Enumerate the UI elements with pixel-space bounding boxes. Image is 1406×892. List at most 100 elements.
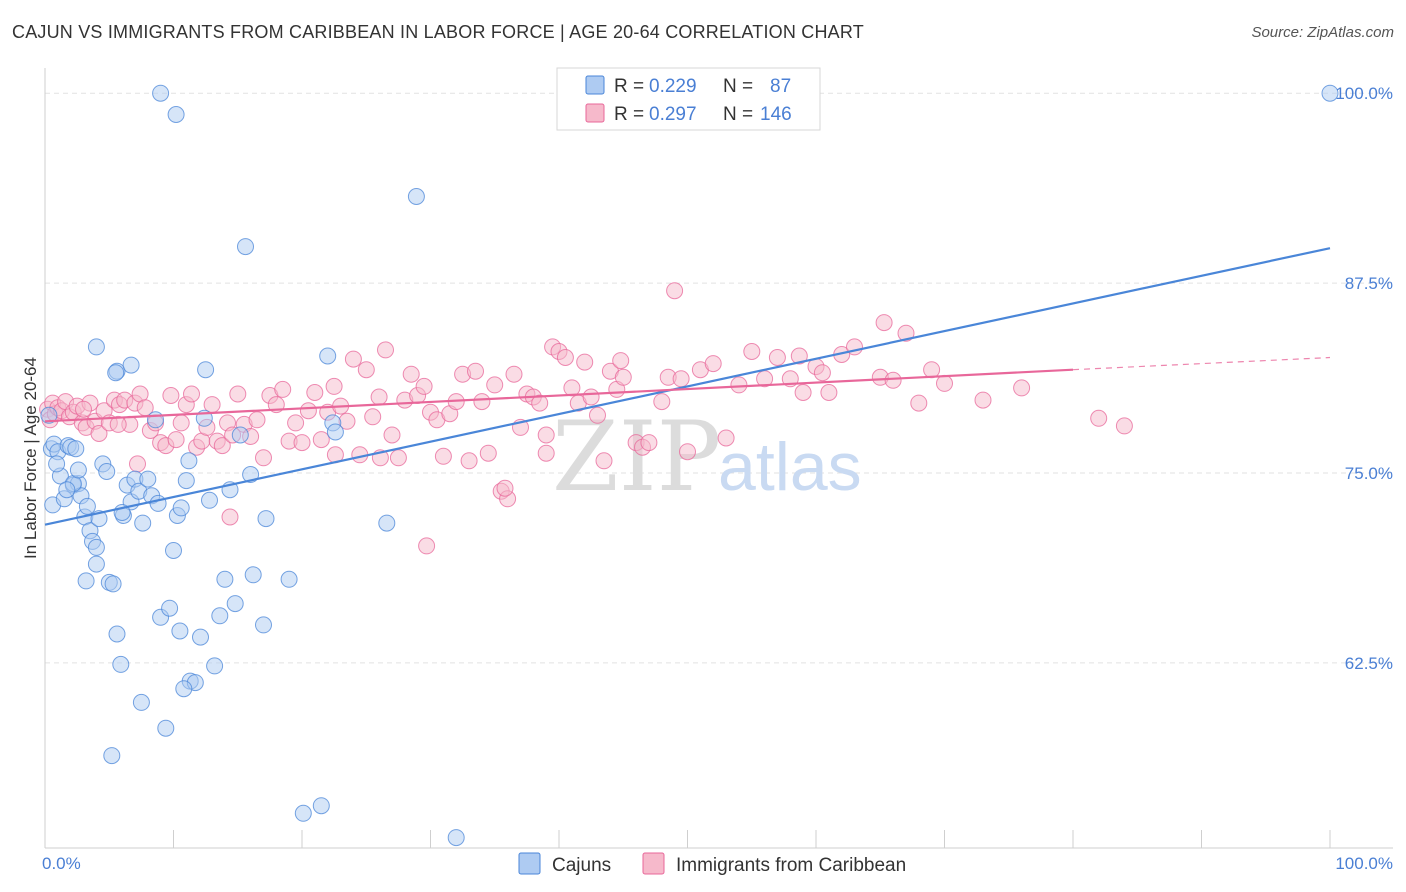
data-point bbox=[129, 455, 146, 473]
data-point bbox=[213, 437, 231, 455]
data-point bbox=[402, 365, 420, 383]
bottom-legend-swatch-caribbean bbox=[642, 852, 665, 875]
data-point bbox=[69, 461, 87, 479]
legend-swatch-cajuns bbox=[585, 75, 605, 95]
data-point bbox=[884, 371, 902, 389]
legend-r-value-2: 0.297 bbox=[649, 104, 697, 125]
data-point bbox=[910, 394, 928, 412]
data-point bbox=[672, 370, 690, 388]
data-point bbox=[505, 365, 523, 383]
legend-box: R = 0.229 N = 87 R = 0.297 N = 146 bbox=[556, 67, 821, 131]
data-point bbox=[87, 338, 105, 356]
trend-line-extension bbox=[1072, 356, 1331, 371]
data-point bbox=[717, 429, 735, 447]
data-point bbox=[537, 444, 555, 462]
data-point bbox=[257, 510, 275, 528]
data-point bbox=[407, 188, 425, 205]
y-tick-label: 62.5% bbox=[1345, 654, 1393, 673]
bottom-legend-label-cajuns: Cajuns bbox=[552, 855, 611, 876]
data-point bbox=[58, 481, 76, 499]
series-cajuns bbox=[40, 84, 1339, 847]
data-point bbox=[152, 84, 170, 102]
data-point bbox=[206, 657, 224, 675]
data-point bbox=[280, 570, 298, 588]
data-point bbox=[1013, 379, 1031, 397]
data-point bbox=[216, 570, 234, 588]
data-point bbox=[974, 391, 992, 409]
data-point bbox=[312, 431, 330, 449]
data-point bbox=[556, 349, 574, 366]
data-point bbox=[75, 400, 92, 418]
data-point bbox=[666, 282, 684, 300]
data-point bbox=[370, 388, 388, 406]
data-point bbox=[325, 377, 343, 395]
data-point bbox=[171, 622, 189, 640]
data-point bbox=[1090, 409, 1108, 427]
data-point bbox=[460, 452, 478, 470]
axes bbox=[44, 68, 1393, 849]
data-point bbox=[167, 106, 185, 123]
data-point bbox=[1321, 84, 1339, 102]
data-point bbox=[177, 472, 195, 490]
data-point bbox=[103, 747, 121, 765]
data-point bbox=[87, 538, 105, 556]
data-point bbox=[479, 444, 497, 462]
data-point bbox=[595, 452, 613, 470]
data-point bbox=[897, 324, 915, 342]
data-point bbox=[306, 384, 324, 401]
data-point bbox=[122, 356, 140, 374]
data-point bbox=[377, 341, 394, 359]
bottom-legend-label-caribbean: Immigrants from Caribbean bbox=[676, 855, 906, 876]
data-point bbox=[108, 625, 126, 643]
data-point bbox=[180, 452, 198, 470]
data-point bbox=[161, 599, 179, 617]
data-point bbox=[768, 349, 786, 366]
data-point bbox=[344, 350, 362, 368]
data-point bbox=[415, 377, 433, 395]
data-point bbox=[197, 361, 215, 379]
data-point bbox=[653, 393, 671, 411]
data-point bbox=[467, 362, 484, 380]
y-tick-label: 75.0% bbox=[1345, 464, 1393, 483]
data-point bbox=[139, 470, 157, 488]
chart-source: Source: ZipAtlas.com bbox=[1251, 24, 1394, 41]
legend-n-label-2: N = bbox=[723, 104, 753, 125]
data-point bbox=[383, 426, 401, 444]
data-point bbox=[77, 572, 95, 590]
data-point bbox=[640, 434, 658, 452]
data-point bbox=[813, 364, 831, 382]
data-point bbox=[364, 408, 382, 426]
data-point bbox=[730, 376, 748, 394]
trend-line-cajuns bbox=[44, 247, 1331, 526]
y-tick-label: 87.5% bbox=[1345, 274, 1393, 293]
data-point bbox=[936, 374, 953, 392]
data-point bbox=[244, 566, 262, 584]
x-tick-labels: 0.0% 100.0% bbox=[42, 854, 1393, 873]
data-point bbox=[162, 387, 180, 404]
data-point bbox=[820, 384, 838, 401]
legend-swatch-caribbean bbox=[585, 103, 605, 123]
y-tick-labels: 62.5% 75.0% 87.5% 100.0% bbox=[1335, 84, 1393, 673]
data-point bbox=[612, 352, 630, 370]
data-point bbox=[107, 364, 125, 382]
trend-line-caribbean bbox=[44, 368, 1074, 423]
data-point bbox=[378, 514, 396, 532]
data-point bbox=[167, 431, 185, 449]
data-point bbox=[237, 238, 254, 256]
data-point bbox=[287, 414, 305, 432]
data-point bbox=[175, 680, 193, 698]
watermark-zip: ZIP bbox=[552, 401, 721, 513]
bottom-legend-swatch-cajuns bbox=[518, 852, 541, 875]
data-point bbox=[473, 393, 491, 411]
x-tick-label: 0.0% bbox=[42, 854, 81, 873]
data-point bbox=[794, 384, 812, 401]
trend-lines bbox=[44, 247, 1331, 526]
data-point bbox=[221, 508, 239, 526]
data-point bbox=[165, 542, 182, 559]
data-point bbox=[231, 426, 249, 444]
y-tick-label: 100.0% bbox=[1335, 84, 1393, 103]
data-point bbox=[357, 361, 375, 379]
data-point bbox=[201, 491, 218, 509]
data-point bbox=[319, 347, 337, 365]
